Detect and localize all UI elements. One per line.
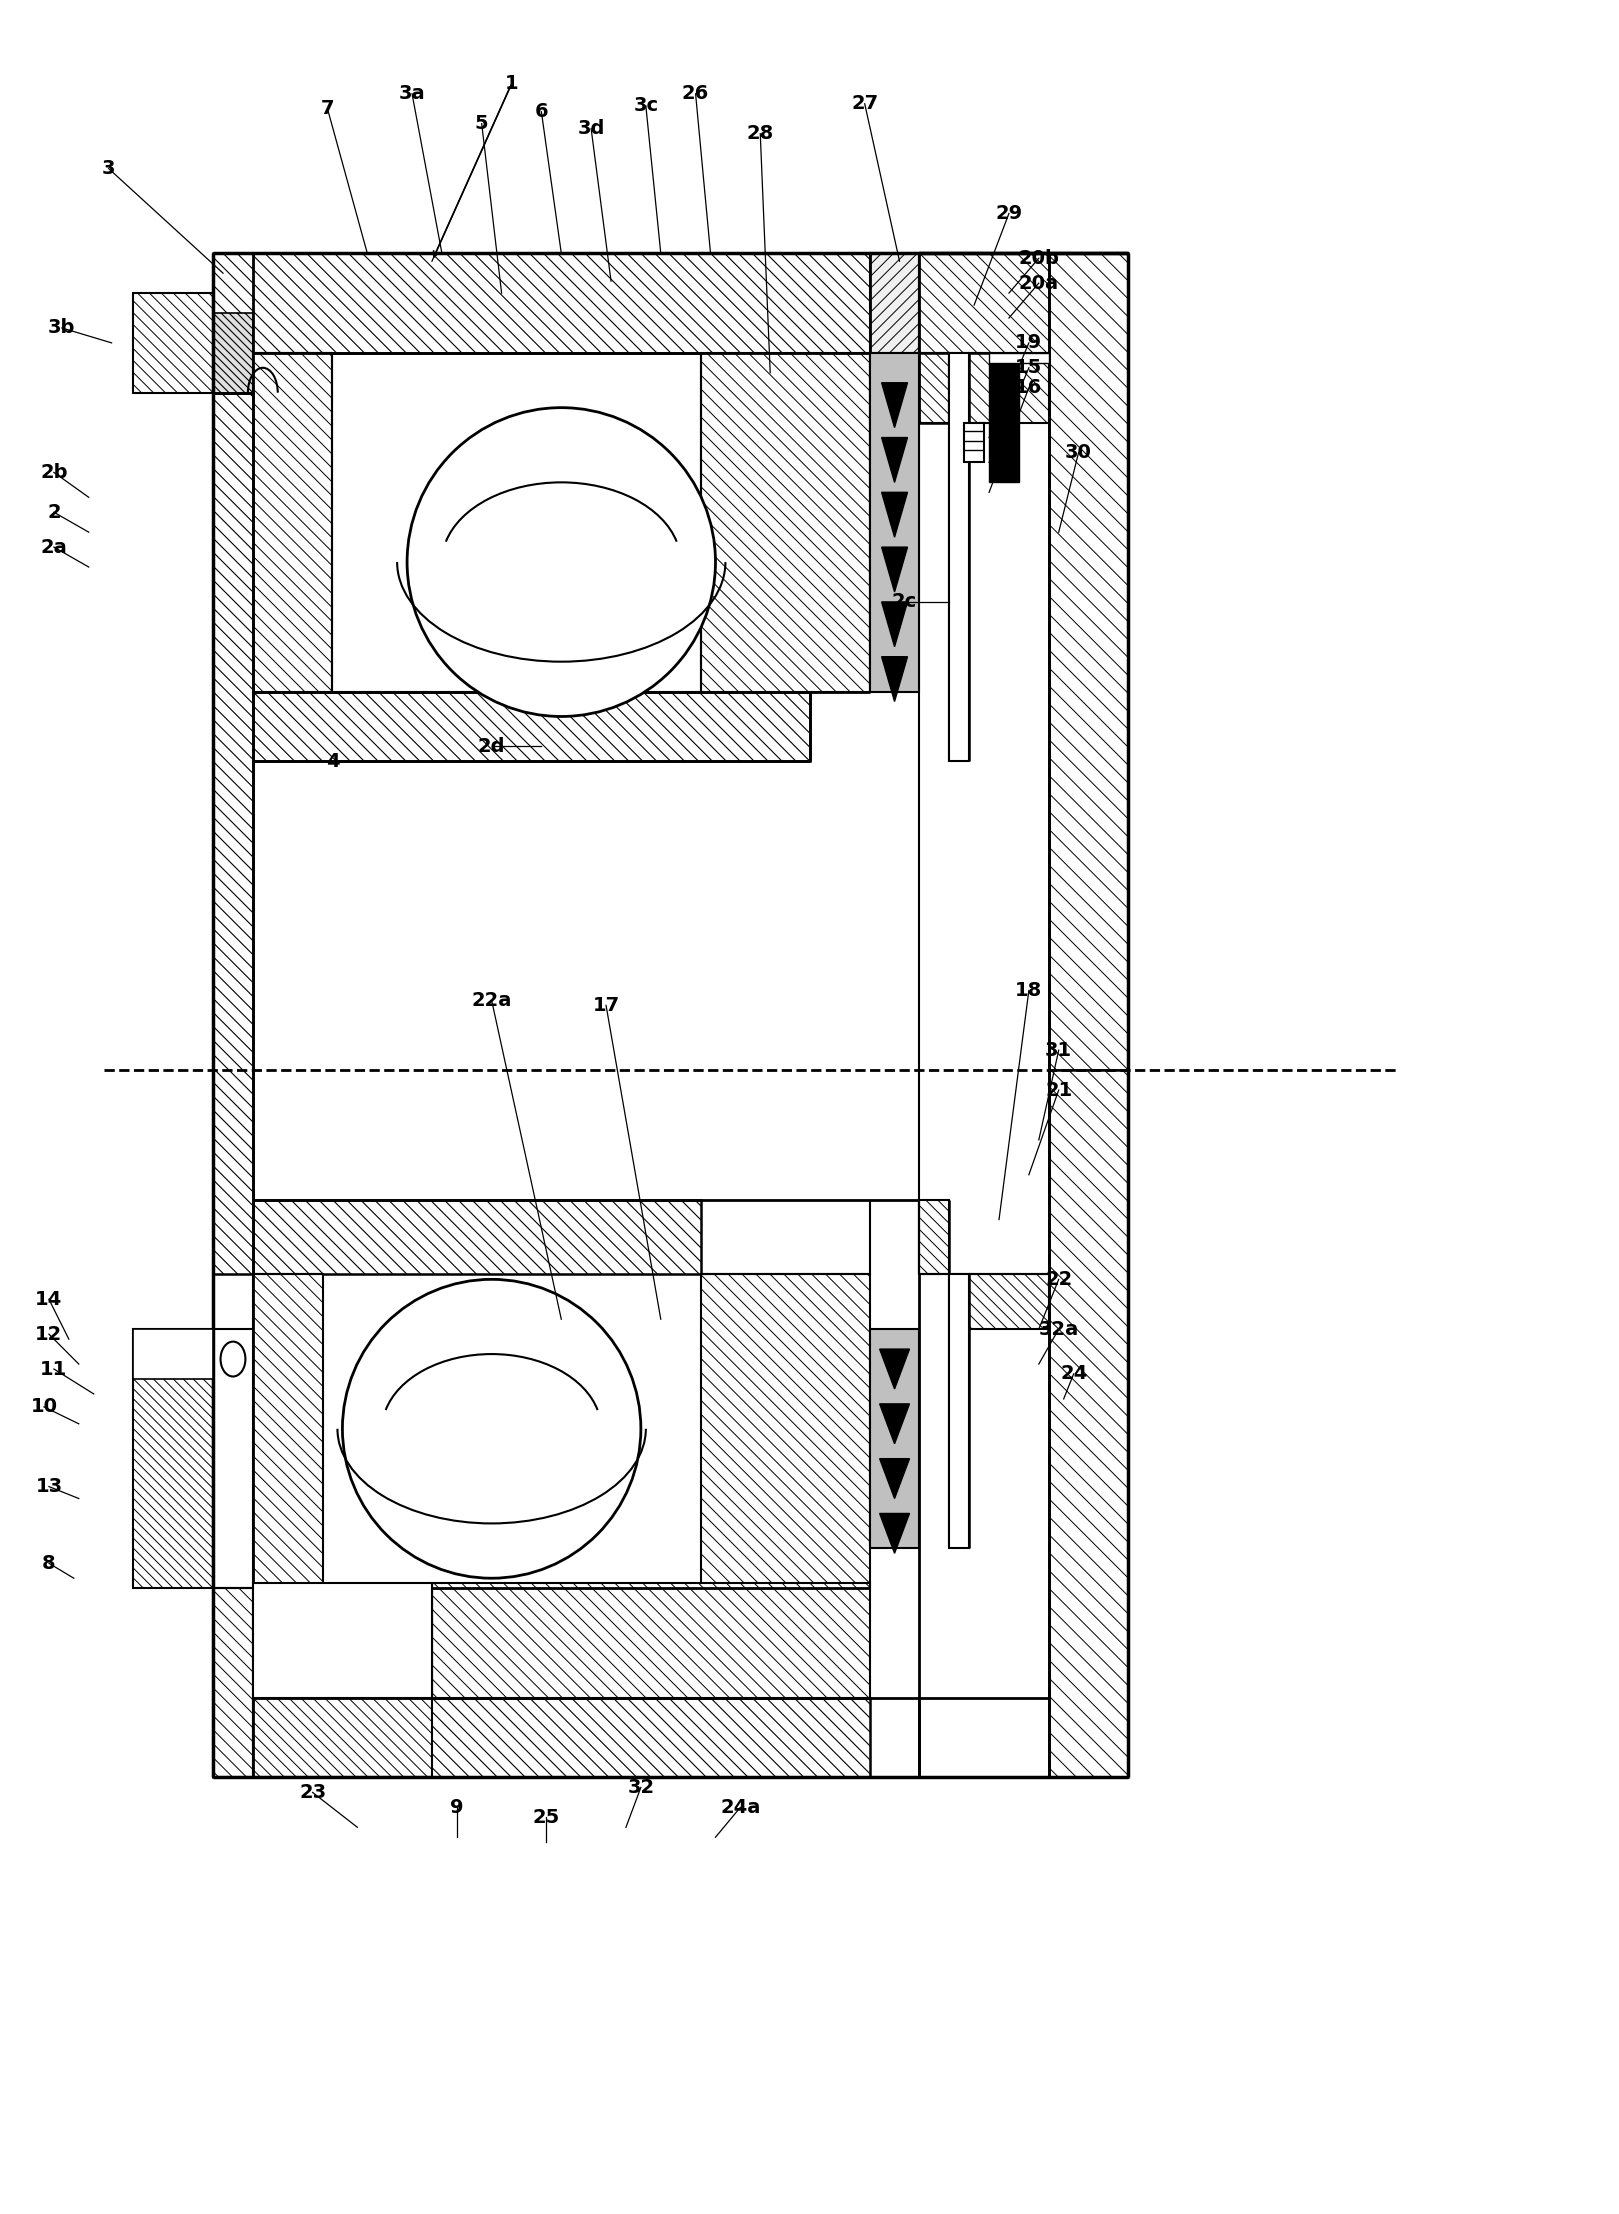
Polygon shape (253, 352, 332, 691)
Text: 1: 1 (505, 75, 518, 93)
Text: 23: 23 (300, 1782, 325, 1802)
Text: 22a: 22a (471, 992, 512, 1010)
Text: 12: 12 (36, 1324, 63, 1344)
Polygon shape (1049, 1069, 1128, 1778)
Text: 9: 9 (450, 1798, 463, 1818)
Text: 16: 16 (1015, 379, 1043, 396)
Text: 15: 15 (1015, 359, 1043, 376)
Polygon shape (879, 1459, 910, 1499)
Polygon shape (882, 383, 908, 427)
Polygon shape (253, 1200, 701, 1275)
Text: 32a: 32a (1038, 1320, 1078, 1339)
Text: 27: 27 (852, 95, 877, 113)
Polygon shape (869, 252, 920, 352)
Text: 18: 18 (1015, 981, 1043, 1001)
Polygon shape (879, 1404, 910, 1444)
Polygon shape (253, 691, 809, 762)
Text: 3: 3 (102, 159, 115, 177)
Polygon shape (701, 1275, 869, 1587)
Text: 3c: 3c (633, 95, 659, 115)
Polygon shape (879, 1514, 910, 1554)
Polygon shape (214, 392, 253, 1275)
Polygon shape (432, 1583, 869, 1698)
Polygon shape (882, 438, 908, 483)
Polygon shape (133, 292, 214, 392)
Text: 4: 4 (325, 753, 340, 770)
Polygon shape (882, 602, 908, 646)
Text: 21: 21 (1046, 1080, 1072, 1100)
Text: 11: 11 (40, 1359, 68, 1379)
Polygon shape (920, 352, 949, 423)
Text: 20a: 20a (1018, 275, 1059, 292)
Polygon shape (882, 547, 908, 591)
Text: 29: 29 (996, 204, 1023, 224)
Polygon shape (253, 1275, 322, 1587)
Text: 32: 32 (627, 1778, 654, 1798)
Text: 24: 24 (1060, 1364, 1088, 1384)
Polygon shape (869, 1328, 920, 1548)
Polygon shape (920, 1200, 949, 1275)
Text: 2d: 2d (478, 737, 505, 755)
Polygon shape (989, 363, 1018, 483)
Text: 3a: 3a (398, 84, 426, 104)
Polygon shape (133, 1328, 214, 1379)
Polygon shape (949, 1275, 970, 1548)
Polygon shape (989, 352, 1049, 363)
Text: 2a: 2a (40, 538, 68, 556)
Text: 7: 7 (321, 100, 334, 117)
Polygon shape (970, 1275, 1049, 1328)
Polygon shape (253, 1583, 432, 1698)
Text: 19: 19 (1015, 334, 1043, 352)
Circle shape (342, 1280, 641, 1579)
Polygon shape (133, 1328, 214, 1587)
Polygon shape (214, 1698, 869, 1778)
Polygon shape (214, 1587, 253, 1778)
Text: 26: 26 (682, 84, 709, 104)
Polygon shape (253, 1698, 432, 1778)
Text: 8: 8 (42, 1554, 55, 1572)
Polygon shape (920, 252, 1128, 352)
Polygon shape (214, 312, 253, 392)
Polygon shape (1049, 252, 1128, 1069)
Text: 2b: 2b (40, 463, 68, 483)
Text: 31: 31 (1046, 1041, 1072, 1061)
Polygon shape (970, 352, 1049, 423)
Polygon shape (879, 1348, 910, 1388)
Text: 22: 22 (1046, 1271, 1072, 1289)
Text: 6: 6 (534, 102, 549, 122)
Text: 3b: 3b (49, 319, 76, 337)
Text: 5: 5 (474, 115, 489, 133)
Polygon shape (701, 352, 869, 691)
Text: 17: 17 (593, 996, 620, 1014)
Polygon shape (214, 252, 869, 352)
Text: 14: 14 (36, 1291, 63, 1308)
Polygon shape (949, 352, 970, 762)
Text: 3d: 3d (578, 120, 606, 137)
Text: 10: 10 (31, 1397, 57, 1417)
Text: 30: 30 (1065, 443, 1093, 463)
Text: 25: 25 (533, 1809, 560, 1827)
Text: 2: 2 (47, 503, 62, 523)
Text: 2c: 2c (892, 593, 916, 611)
Text: 20b: 20b (1018, 248, 1059, 268)
Text: 24a: 24a (720, 1798, 761, 1818)
Polygon shape (882, 658, 908, 702)
Text: 28: 28 (746, 124, 774, 144)
Polygon shape (869, 352, 920, 691)
Text: 13: 13 (36, 1477, 63, 1497)
Polygon shape (882, 492, 908, 538)
Circle shape (406, 407, 716, 717)
Polygon shape (965, 423, 984, 463)
